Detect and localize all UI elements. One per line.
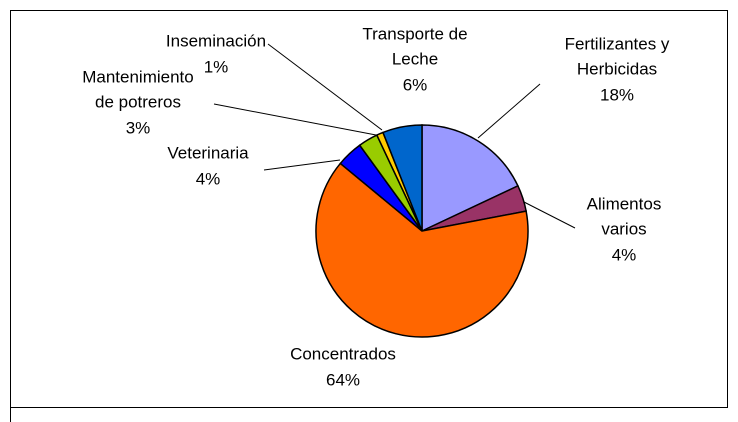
slice-label: Fertilizantes y (565, 34, 670, 53)
slice-value-label: 64% (326, 370, 360, 389)
slice-label: de potreros (95, 92, 181, 111)
slice-label: Mantenimiento (82, 67, 194, 86)
slice-value-label: 18% (600, 85, 634, 104)
leader-line (213, 103, 377, 136)
slice-value-label: 4% (196, 169, 221, 188)
leader-line (477, 83, 541, 139)
slice-label: Leche (392, 49, 438, 68)
slice-value-label: 3% (126, 118, 151, 137)
pie-slice (382, 124, 423, 232)
slice-label: Herbicidas (577, 59, 657, 78)
slice-label: Concentrados (290, 344, 396, 363)
chart-frame (10, 10, 728, 408)
slice-label: Inseminación (166, 31, 266, 50)
slice-value-label: 4% (612, 245, 637, 264)
slice-label: varios (601, 219, 646, 238)
leader-line (263, 159, 341, 171)
slice-value-label: 6% (403, 75, 428, 94)
slice-label: Veterinaria (167, 143, 249, 162)
slice-value-label: 1% (204, 57, 229, 76)
slice-label: Alimentos (587, 194, 662, 213)
pie-slice (421, 124, 519, 233)
leader-line (523, 201, 576, 229)
pie-slice (315, 162, 529, 338)
leader-line (267, 43, 383, 131)
slice-label: Transporte de (362, 24, 467, 43)
